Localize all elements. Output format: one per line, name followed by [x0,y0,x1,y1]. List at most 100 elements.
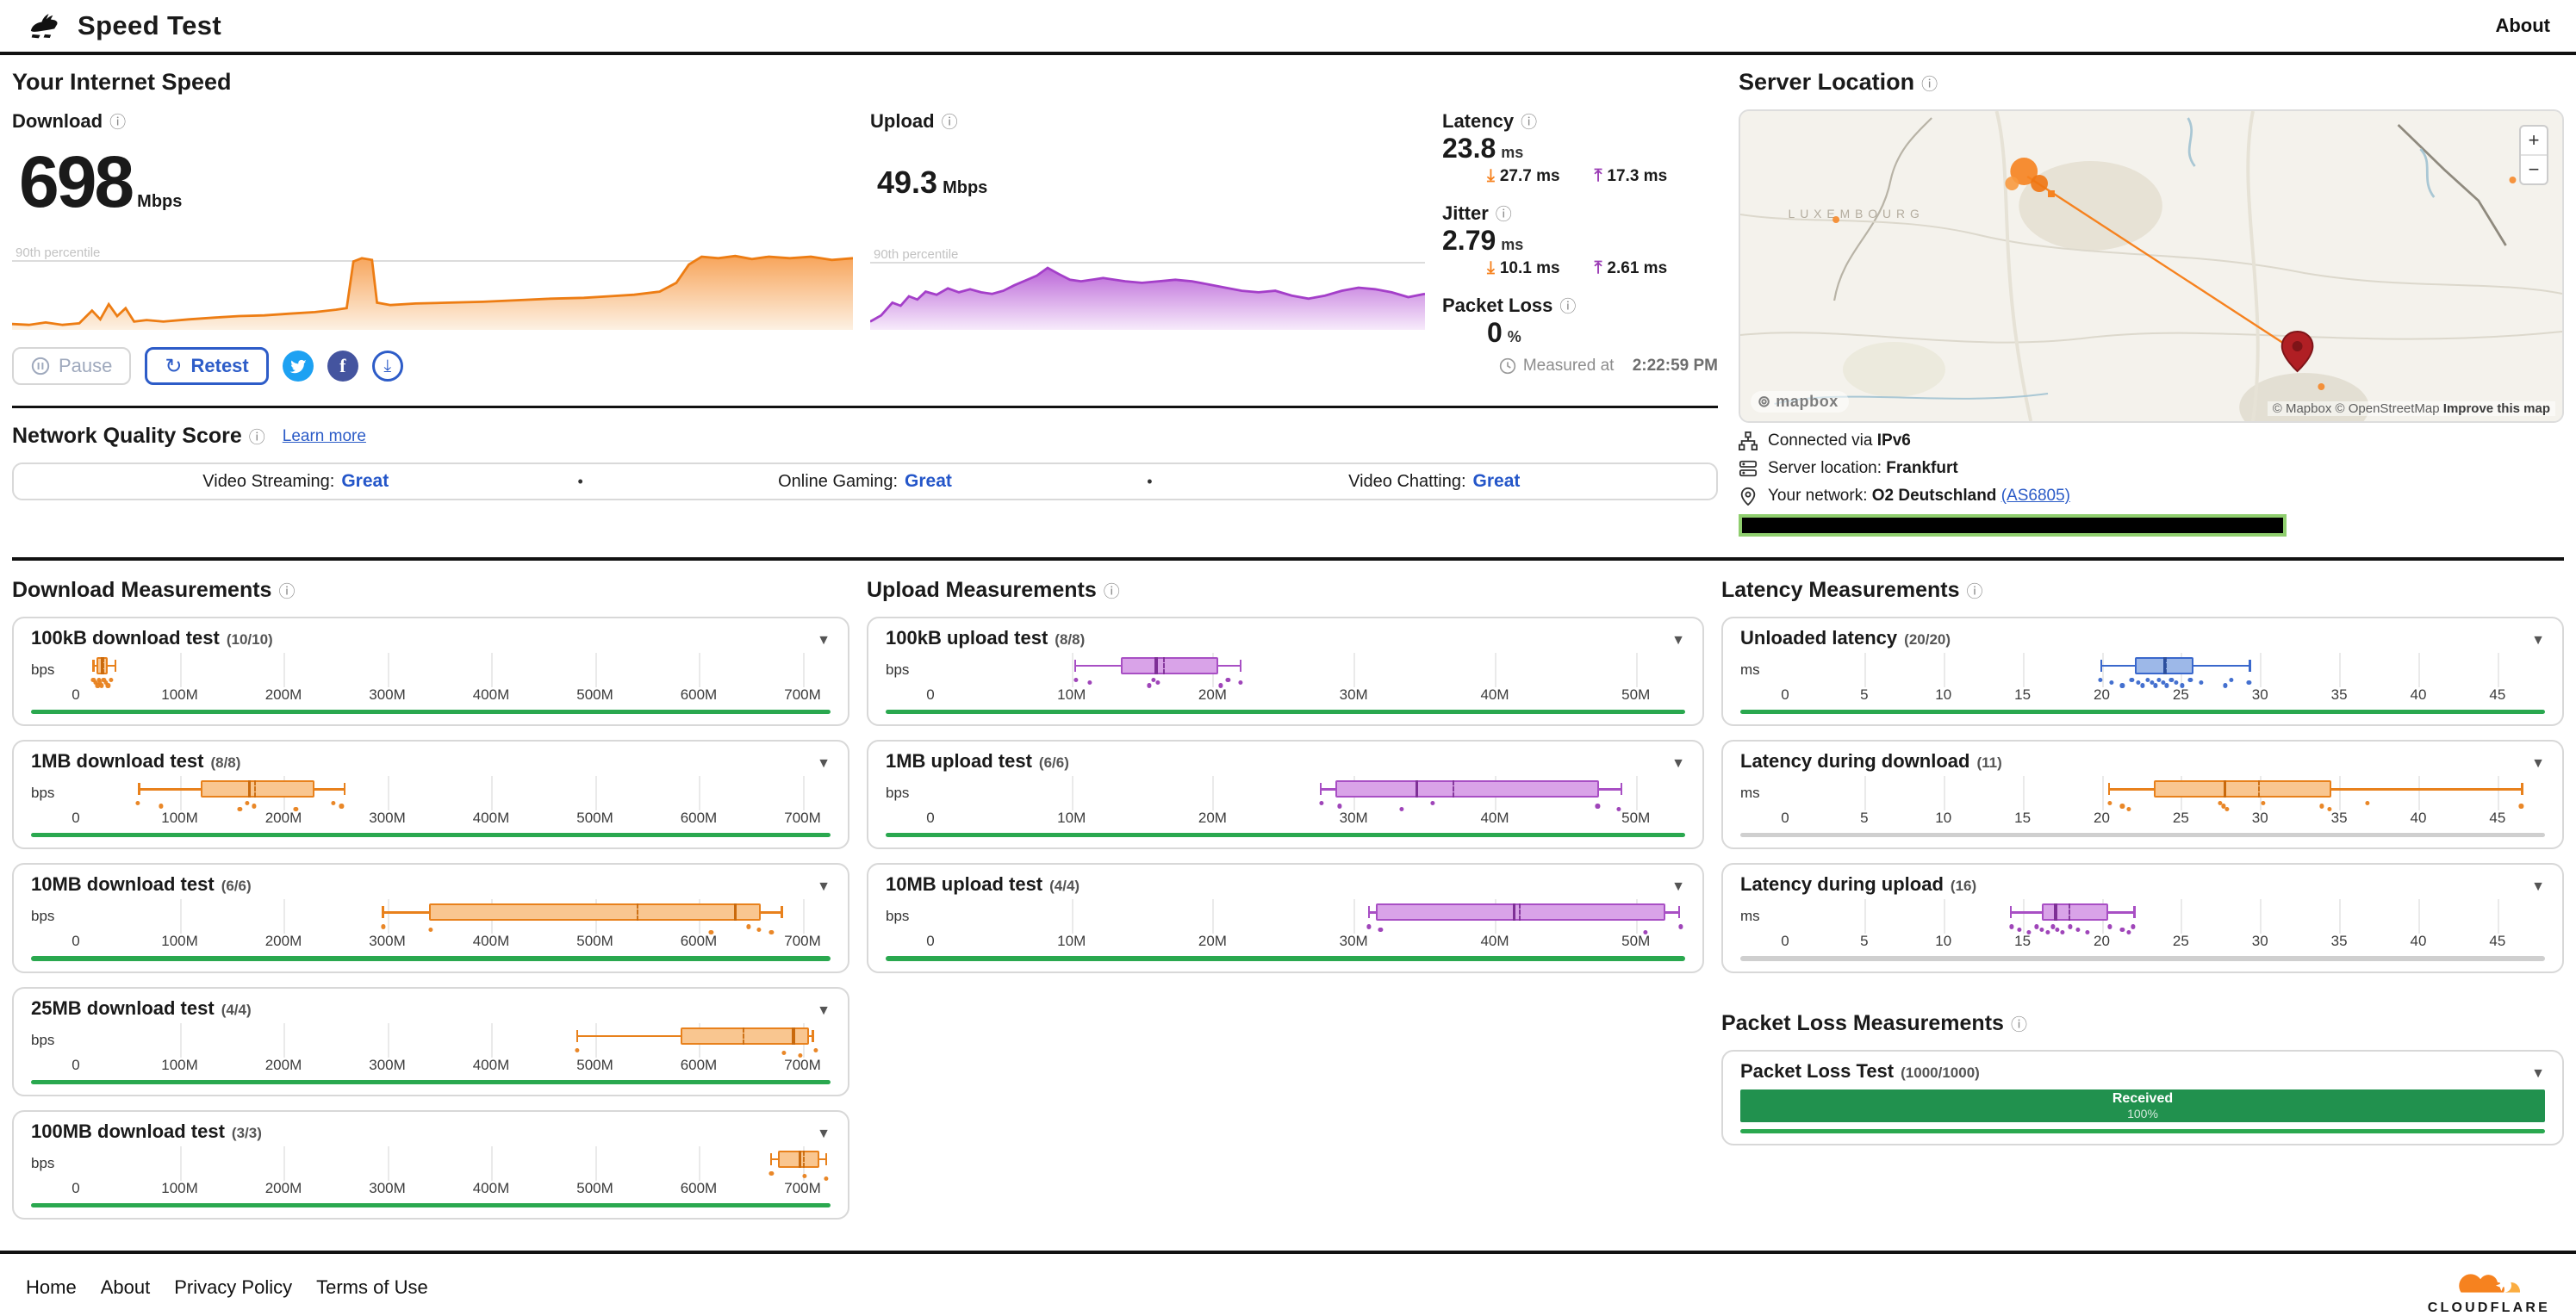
chevron-down-icon[interactable]: ▼ [2531,756,2545,772]
chevron-down-icon[interactable]: ▼ [2531,879,2545,895]
network-quality-rating-link[interactable]: Great [1473,471,1521,492]
measurement-card: Unloaded latency(20/20)▼ms05101520253035… [1721,617,2564,726]
axis-tick-label: 0 [926,687,934,703]
info-icon[interactable]: ⓘ [1559,298,1576,316]
progress-bar [31,833,831,837]
whisker-cap [1320,783,1322,795]
info-icon[interactable]: ⓘ [1104,583,1120,601]
whisker-cap [1240,660,1241,672]
chevron-down-icon[interactable]: ▼ [817,879,831,895]
axis-tick-label: 200M [265,1181,302,1196]
measurement-card-title: 10MB download test [31,873,215,896]
measurement-card-count: (8/8) [210,754,240,772]
map-zoom-out-button[interactable]: − [2521,156,2547,183]
chevron-down-icon[interactable]: ▼ [817,756,831,772]
whisker-cap [825,1153,827,1165]
info-icon[interactable]: ⓘ [1921,76,1938,94]
info-icon[interactable]: ⓘ [942,114,958,132]
measurement-card: 100MB download test(3/3)▼bps0100M200M300… [12,1110,849,1220]
network-quality-rating-link[interactable]: Great [905,471,952,492]
boxplot [930,653,1685,687]
packet-loss-measurements-title: Packet Loss Measurementsⓘ [1721,1011,2564,1036]
axis-tick-label: 40 [2411,687,2427,703]
sample-dot [381,924,385,928]
download-measurements-title: Download Measurementsⓘ [12,578,849,603]
mean-line [637,903,638,921]
received-bar-label: Received [2112,1091,2173,1107]
mean-line [1453,780,1454,798]
axis-tick-label: 400M [473,934,510,949]
twitter-icon [289,357,308,376]
network-quality-label: Online Gaming: [778,472,898,492]
measurement-card-title: 100MB download test [31,1120,225,1143]
sample-dot [2136,680,2140,685]
asn-link[interactable]: (AS6805) [2001,487,2070,505]
footer-link[interactable]: About [101,1276,151,1299]
footer-link[interactable]: Privacy Policy [174,1276,292,1299]
map-zoom-in-button[interactable]: + [2521,127,2547,156]
measurement-card-count: (10/10) [227,631,273,649]
info-icon[interactable]: ⓘ [1967,583,1983,601]
network-quality-rating-link[interactable]: Great [341,471,389,492]
chevron-down-icon[interactable]: ▼ [2531,633,2545,649]
info-icon[interactable]: ⓘ [109,114,126,132]
whisker-cap [2010,906,2012,918]
axis-tick-label: 700M [784,934,821,949]
info-icon[interactable]: ⓘ [249,425,265,448]
sample-dot [245,801,249,805]
map-canvas[interactable]: LUXEMBOURG [1739,109,2564,423]
mapbox-logo[interactable]: ⊚ mapbox [1751,391,1849,413]
header-about-link[interactable]: About [2495,15,2550,37]
axis-tick-label: 5 [1860,810,1868,826]
improve-map-link[interactable]: Improve this map [2443,401,2550,416]
boxplot-axis: 051015202530354045 [1785,687,2545,703]
retest-button[interactable]: ↻ Retest [145,347,268,385]
info-icon[interactable]: ⓘ [2011,1016,2027,1034]
info-icon[interactable]: ⓘ [1521,114,1537,132]
cloudflare-logo: CLOUDFLARE [2428,1266,2550,1316]
axis-tick-label: 0 [72,1181,79,1196]
median-line [792,1027,794,1045]
axis-tick-label: 10 [1935,810,1951,826]
retest-icon: ↻ [165,354,182,379]
chevron-down-icon[interactable]: ▼ [817,633,831,649]
sample-dot [1239,680,1243,685]
axis-tick-label: 400M [473,1181,510,1196]
measurement-card: Latency during download(11)▼ms0510152025… [1721,740,2564,849]
boxplot-axis: 010M20M30M40M50M [930,687,1685,703]
download-results-button[interactable]: ⤓ [372,351,403,382]
axis-tick-label: 500M [576,810,613,826]
download-speed-block: Downloadⓘ 698Mbps 90th percentile [12,109,853,333]
latency-metric: Latencyⓘ 23.8ms ⤓27.7 ms ⤒17.3 ms [1442,109,1718,186]
axis-unit-label: ms [1740,908,1785,925]
chevron-down-icon[interactable]: ▼ [1671,879,1685,895]
axis-tick-label: 5 [1860,934,1868,949]
chevron-down-icon[interactable]: ▼ [817,1003,831,1019]
share-twitter-button[interactable] [283,351,314,382]
measurement-card-count: (1000/1000) [1901,1065,1980,1082]
server-location-row: Server location: Frankfurt [1739,459,2564,478]
info-icon[interactable]: ⓘ [1496,206,1512,224]
your-internet-speed-title: Your Internet Speed [12,69,1718,96]
axis-tick-label: 40M [1480,934,1509,949]
chevron-down-icon[interactable]: ▼ [2531,1066,2545,1082]
pause-button[interactable]: Pause [12,347,131,385]
axis-tick-label: 15 [2014,687,2031,703]
axis-tick-label: 100M [161,1058,198,1073]
whisker-cap [1368,906,1370,918]
axis-tick-label: 100M [161,934,198,949]
download-measurements-column: Download Measurementsⓘ 100kB download te… [12,561,849,1233]
sample-dot [1337,804,1341,808]
chevron-down-icon[interactable]: ▼ [817,1127,831,1142]
axis-tick-label: 0 [1781,934,1789,949]
share-facebook-button[interactable]: f [327,351,358,382]
learn-more-link[interactable]: Learn more [283,427,366,446]
info-icon[interactable]: ⓘ [278,583,295,601]
chevron-down-icon[interactable]: ▼ [1671,633,1685,649]
measurement-card: 10MB download test(6/6)▼bps0100M200M300M… [12,863,849,972]
footer-link[interactable]: Home [26,1276,77,1299]
whisker-cap [770,1153,772,1165]
chevron-down-icon[interactable]: ▼ [1671,756,1685,772]
axis-tick-label: 400M [473,1058,510,1073]
footer-link[interactable]: Terms of Use [316,1276,428,1299]
